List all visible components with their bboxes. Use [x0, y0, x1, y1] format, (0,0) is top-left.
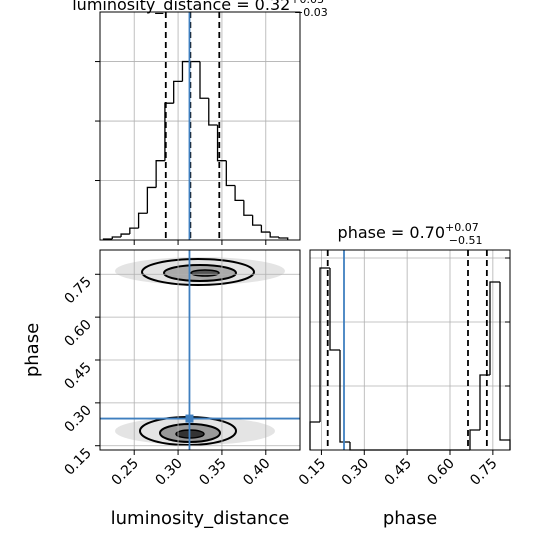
histogram-bin	[111, 236, 122, 240]
x-tick-label: 0.40	[240, 456, 273, 489]
truth-point	[185, 414, 194, 423]
y-tick-label: 0.30	[61, 402, 94, 435]
histogram-bin	[278, 237, 289, 240]
y-tick-label: 0.15	[61, 445, 94, 478]
histogram-bin	[479, 374, 490, 430]
histogram-bin	[251, 215, 262, 226]
title-sup: +0.07	[445, 221, 479, 234]
histogram-bin	[243, 200, 253, 216]
panel-title: luminosity_distance = 0.32+0.03−0.03	[72, 0, 328, 19]
histogram-bin	[137, 212, 148, 229]
histogram-bin	[146, 186, 157, 214]
histogram-bin	[216, 125, 227, 162]
histogram-bin	[269, 232, 279, 238]
histogram-bin	[173, 80, 183, 104]
x-tick-label: 0.60	[424, 456, 457, 489]
y-tick-label: 0.75	[61, 274, 94, 307]
title-main: luminosity_distance = 0.32	[72, 0, 290, 15]
y-tick-label: 0.45	[61, 360, 94, 393]
panel-frame	[99, 249, 301, 451]
y-tick-label: 0.60	[61, 317, 94, 350]
x-axis-label: luminosity_distance	[111, 508, 290, 529]
histogram-bin	[260, 225, 271, 233]
panel-frame	[309, 249, 511, 451]
title-main: phase = 0.70	[338, 223, 445, 242]
histogram-bin	[469, 429, 480, 450]
histogram-bin	[319, 267, 330, 422]
histogram-bin	[309, 421, 320, 450]
histogram-bin	[129, 227, 139, 235]
x-tick-label: 0.35	[196, 456, 229, 489]
histogram-bin	[120, 233, 130, 238]
histogram-bin	[329, 268, 340, 351]
contour	[141, 258, 255, 286]
x-tick-label: 0.30	[339, 456, 372, 489]
x-axis-label: phase	[383, 508, 437, 529]
histogram-bin	[499, 282, 511, 450]
density-contours	[115, 257, 285, 446]
x-tick-label: 0.45	[382, 456, 415, 489]
panel-frame	[99, 11, 301, 241]
title-sub: −0.51	[449, 234, 483, 247]
histogram-bin	[181, 60, 192, 82]
x-tick-label: 0.75	[467, 456, 500, 489]
title-sup: +0.03	[290, 0, 324, 6]
histogram-bin	[349, 442, 360, 451]
x-tick-label: 0.25	[109, 456, 142, 489]
histogram-bin	[208, 98, 218, 126]
x-tick-label: 0.30	[153, 456, 186, 489]
title-sub: −0.03	[294, 6, 328, 19]
histogram-bin	[234, 185, 244, 201]
y-axis-label: phase	[22, 323, 43, 377]
panel-title: phase = 0.70+0.07 −0.51	[338, 221, 483, 247]
histogram-bin	[489, 281, 500, 375]
histogram-bin	[199, 61, 209, 99]
histogram-bin	[339, 350, 350, 443]
histogram-bin	[225, 160, 236, 187]
x-tick-label: 0.15	[296, 456, 329, 489]
contour	[190, 269, 220, 277]
histogram-bin	[155, 160, 165, 188]
